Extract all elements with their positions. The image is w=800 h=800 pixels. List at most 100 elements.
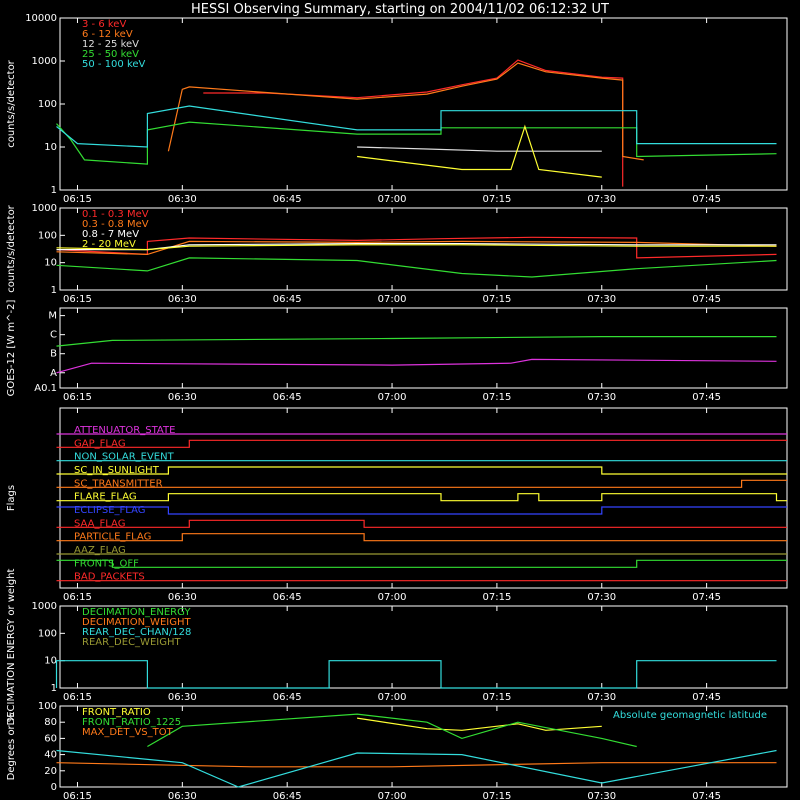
flag-10-trace — [56, 559, 787, 568]
panel-3-ylabel: Flags — [6, 485, 17, 511]
xtick-label: 07:30 — [587, 294, 616, 305]
ytick-label: 1 — [51, 185, 57, 196]
xtick-label: 06:15 — [63, 194, 92, 205]
ytick-label: B — [50, 349, 57, 360]
panel-5-ylabel: Degrees or % — [6, 713, 17, 781]
xtick-label: 07:45 — [692, 791, 721, 800]
xtick-label: 07:45 — [692, 294, 721, 305]
xtick-label: 07:00 — [378, 791, 407, 800]
panel-1-legend-3: 2 - 20 MeV — [82, 239, 136, 250]
flag-8-label: PARTICLE_FLAG — [74, 532, 151, 543]
xtick-label: 06:45 — [273, 294, 302, 305]
panel-0-series-4 — [56, 105, 777, 148]
xtick-label: 06:15 — [63, 592, 92, 603]
panel-1-ylabel: counts/s/detector — [6, 204, 17, 292]
panels: 06:15 06:30 06:45 07:00 07:15 07:30 07:45 count… — [6, 13, 788, 800]
xtick-label: 07:15 — [482, 392, 511, 403]
ytick-label: 60 — [44, 733, 57, 744]
ytick-label: C — [50, 330, 57, 341]
xtick-label: 07:45 — [692, 592, 721, 603]
xtick-label: 07:15 — [482, 194, 511, 205]
geomagnetic-annotation: Absolute geomagnetic latitude — [613, 710, 767, 721]
ytick-label: 1 — [51, 285, 57, 296]
panel-0-legend-1: 6 - 12 keV — [82, 29, 133, 40]
xtick-label: 07:45 — [692, 392, 721, 403]
flag-3-trace — [56, 466, 787, 475]
xtick-label: 07:00 — [378, 392, 407, 403]
panel-1-legend-0: 0.1 - 0.3 MeV — [82, 209, 149, 220]
xtick-label: 06:45 — [273, 392, 302, 403]
xtick-label: 07:30 — [587, 592, 616, 603]
panel-4-legend-2: REAR_DEC_CHAN/128 — [82, 627, 191, 638]
panel-4-legend-3: REAR_DEC_WEIGHT — [82, 637, 181, 648]
flag-5-label: FLARE_FLAG — [74, 492, 137, 503]
flag-6-label: ECLIPSE_FLAG — [74, 505, 145, 516]
ytick-label: A0.1 — [34, 383, 57, 394]
panel-5-frame — [59, 705, 788, 788]
panel-0-ylabel: counts/s/detector — [6, 59, 17, 147]
panel-0-series-2 — [357, 146, 602, 152]
flag-5-trace — [56, 493, 787, 502]
panel-2-series-1 — [56, 358, 777, 374]
ytick-label: 10 — [44, 142, 57, 153]
xtick-label: 06:30 — [168, 692, 197, 703]
flag-4-trace — [56, 479, 787, 488]
xtick-label: 07:45 — [692, 692, 721, 703]
ytick-label: 0 — [51, 782, 57, 793]
flag-8-trace — [56, 533, 787, 542]
flag-0-label: ATTENUATOR_STATE — [74, 425, 175, 436]
xtick-label: 07:00 — [378, 592, 407, 603]
ytick-label: 40 — [44, 750, 57, 761]
xtick-label: 07:15 — [482, 791, 511, 800]
panel-5-series-1 — [147, 713, 637, 748]
panel-0-legend-2: 12 - 25 keV — [82, 39, 139, 50]
panel-4-frame — [59, 605, 788, 689]
xtick-label: 06:15 — [63, 791, 92, 800]
flag-7-label: SAA_FLAG — [74, 518, 125, 529]
panel-4-ylabel: DECIMATION ENERGY or weight — [6, 568, 17, 725]
flag-10-label: FRONTS_OFF — [74, 558, 139, 569]
xtick-label: 06:30 — [168, 294, 197, 305]
panel-4-legend-1: DECIMATION_WEIGHT — [82, 617, 191, 628]
ytick-label: 10000 — [25, 13, 57, 24]
xtick-label: 07:15 — [482, 692, 511, 703]
panel-5-legend-2: MAX_DET_VS_TOT — [82, 727, 174, 738]
panel-3-frame — [59, 407, 788, 589]
panel-1-series-3 — [56, 244, 777, 251]
panel-0-legend-0: 3 - 6 keV — [82, 19, 126, 30]
panel-1-legend-2: 0.8 - 7 MeV — [82, 229, 139, 240]
panel-0-series-0 — [203, 59, 624, 187]
panel-0-legend-3: 25 - 50 keV — [82, 49, 139, 60]
flag-7-trace — [56, 519, 787, 528]
xtick-label: 07:00 — [378, 294, 407, 305]
ytick-label: 20 — [44, 766, 57, 777]
panel-4-series-2 — [55, 660, 777, 689]
xtick-label: 06:45 — [273, 692, 302, 703]
xtick-label: 06:15 — [63, 294, 92, 305]
figure-title: HESSI Observing Summary, starting on 200… — [191, 2, 609, 17]
ytick-label: 1000 — [32, 601, 57, 612]
panel-5-legend-1: FRONT_RATIO_1225 — [82, 717, 181, 728]
xtick-label: 07:45 — [692, 194, 721, 205]
flag-4-label: SC_TRANSMITTER — [74, 478, 163, 489]
xtick-label: 06:30 — [168, 194, 197, 205]
flag-9-label: AAZ_FLAG — [74, 545, 126, 556]
panel-5-series-2 — [56, 762, 777, 768]
xtick-label: 06:30 — [168, 791, 197, 800]
xtick-label: 07:30 — [587, 692, 616, 703]
ytick-label: 10 — [44, 656, 57, 667]
xtick-label: 06:15 — [63, 392, 92, 403]
xtick-label: 07:00 — [378, 194, 407, 205]
ytick-label: 10 — [44, 258, 57, 269]
ytick-label: 1000 — [32, 56, 57, 67]
panel-1-legend-1: 0.3 - 0.8 MeV — [82, 219, 149, 230]
xtick-label: 06:45 — [273, 194, 302, 205]
xtick-label: 06:15 — [63, 692, 92, 703]
panel-5-legend-0: FRONT_RATIO — [82, 707, 151, 718]
xtick-label: 06:30 — [168, 392, 197, 403]
panel-2-series-0 — [56, 336, 777, 347]
xtick-label: 06:45 — [273, 791, 302, 800]
xtick-label: 06:30 — [168, 592, 197, 603]
